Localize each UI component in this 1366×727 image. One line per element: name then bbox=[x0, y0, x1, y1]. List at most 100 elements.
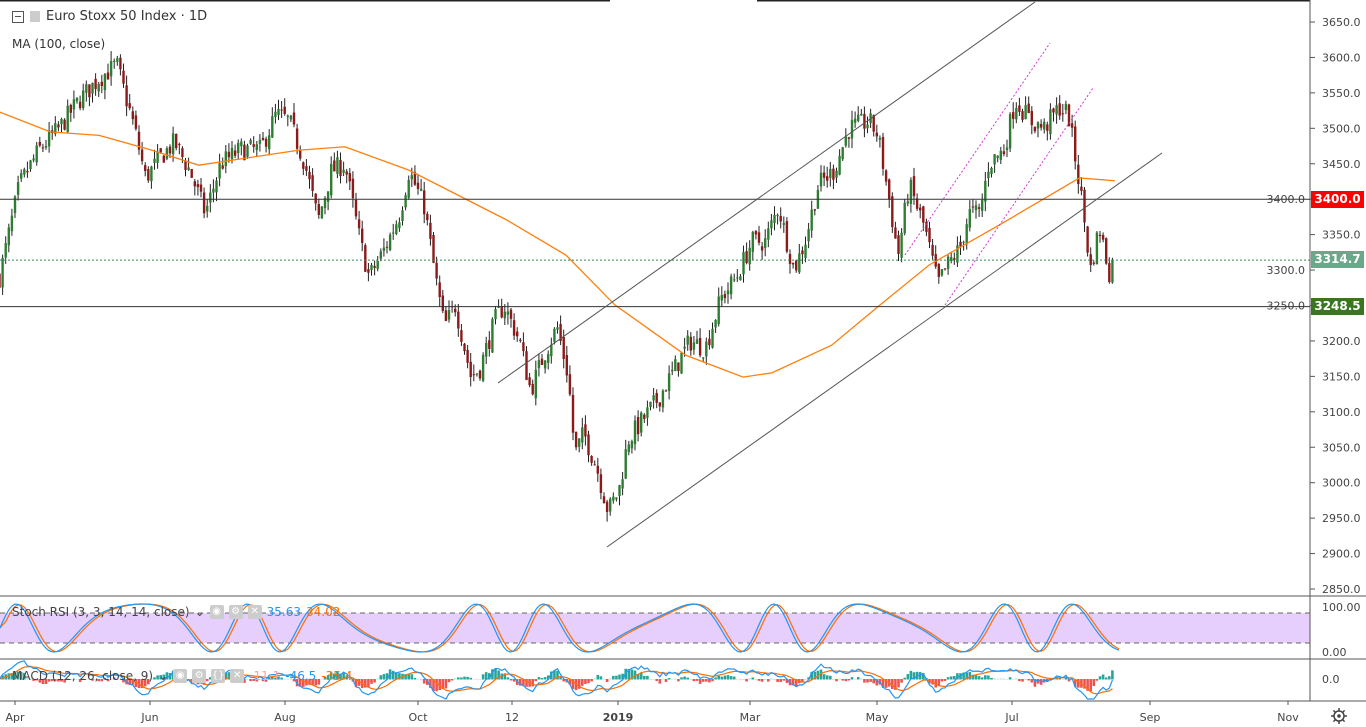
flag-icon[interactable] bbox=[30, 11, 40, 22]
macd-hist-bar bbox=[1, 675, 4, 680]
candle-body bbox=[819, 172, 823, 187]
macd-hist-bar bbox=[317, 679, 321, 685]
candle-body bbox=[872, 114, 875, 132]
candle-body bbox=[680, 352, 683, 374]
candle-body bbox=[609, 498, 612, 512]
candle-body bbox=[698, 337, 702, 356]
macd-hist-bar bbox=[658, 679, 662, 684]
macd-hist-bar bbox=[165, 672, 169, 680]
macd-hist-bar bbox=[714, 677, 717, 680]
y-tick-label: 3200.0 bbox=[1322, 335, 1361, 348]
candle-body bbox=[674, 359, 677, 371]
candle-body bbox=[23, 169, 26, 175]
macd-hist-bar bbox=[509, 679, 513, 681]
x-tick-label: 2019 bbox=[603, 711, 634, 724]
candle-body bbox=[209, 192, 212, 203]
candle-body bbox=[1018, 105, 1021, 112]
macd-hist-bar bbox=[249, 679, 252, 682]
macd-hist-bar bbox=[50, 679, 54, 682]
gear-icon[interactable]: ⚙ bbox=[192, 669, 207, 683]
candle-body bbox=[720, 295, 724, 301]
macd-hist-bar bbox=[88, 679, 91, 680]
candle-body bbox=[974, 205, 978, 211]
candle-body bbox=[550, 344, 553, 357]
macd-hist-bar bbox=[116, 679, 119, 680]
y-tick-label: 3050.0 bbox=[1322, 441, 1361, 454]
x-tick-label: Oct bbox=[408, 711, 428, 724]
gear-icon[interactable]: ⚙ bbox=[228, 605, 243, 619]
magenta-trendline-lower[interactable] bbox=[944, 87, 1094, 306]
macd-hist-bar bbox=[277, 676, 280, 680]
chevron-down-icon[interactable]: ⌄ bbox=[158, 669, 169, 683]
candle-body bbox=[175, 134, 178, 149]
channel-lower-trendline[interactable] bbox=[606, 152, 1163, 548]
stoch-label[interactable]: Stoch RSI (3, 3, 14, 14, close) bbox=[12, 605, 190, 619]
candle-body bbox=[481, 354, 485, 381]
macd-hist-bar bbox=[38, 679, 42, 683]
macd-hist-bar bbox=[646, 675, 649, 680]
candle-body bbox=[224, 151, 228, 167]
candle-body bbox=[1080, 186, 1083, 191]
candle-body bbox=[20, 173, 23, 179]
candle-body bbox=[16, 182, 20, 195]
macd-hist-bar bbox=[546, 675, 550, 680]
candle-body bbox=[729, 276, 733, 295]
candle-body bbox=[314, 193, 317, 204]
candle-body bbox=[894, 227, 897, 239]
macd-hist-bar bbox=[922, 673, 925, 680]
candle-body bbox=[788, 253, 792, 264]
close-icon[interactable]: ✕ bbox=[230, 669, 245, 683]
close-icon[interactable]: ✕ bbox=[247, 605, 262, 619]
macd-hist-bar bbox=[537, 677, 541, 680]
settings-gear-icon[interactable] bbox=[1331, 708, 1347, 724]
stoch-d-line bbox=[0, 603, 1120, 653]
eye-icon[interactable]: ◉ bbox=[173, 669, 188, 683]
macd-hist-bar bbox=[559, 677, 562, 680]
macd-hist-bar bbox=[829, 675, 832, 680]
macd-hist-bar bbox=[7, 673, 11, 680]
macd-label[interactable]: MACD (12, 26, close, 9) bbox=[12, 669, 154, 683]
candle-body bbox=[615, 497, 618, 500]
macd-hist-bar bbox=[503, 673, 507, 680]
macd-hist-bar bbox=[171, 670, 175, 680]
collapse-icon[interactable] bbox=[12, 10, 24, 23]
price-axis[interactable]: 3650.0 3600.0 3550.0 3500.0 3450.0 3400.0 3350… bbox=[1267, 16, 1361, 596]
candle-body bbox=[934, 254, 937, 267]
macd-hist-bar bbox=[770, 678, 773, 680]
candle-body bbox=[909, 179, 913, 204]
candle-body bbox=[342, 169, 345, 173]
macd-hist-bar bbox=[608, 678, 612, 680]
macd-hist-bar bbox=[85, 678, 88, 680]
macd-hist-bar bbox=[122, 679, 125, 683]
magenta-trendline-upper[interactable] bbox=[904, 42, 1051, 256]
candle-body bbox=[723, 294, 727, 299]
candle-body bbox=[447, 310, 451, 320]
eye-icon[interactable]: ◉ bbox=[209, 605, 224, 619]
candle-body bbox=[469, 361, 472, 378]
candle-body bbox=[475, 373, 479, 375]
ma-100-line bbox=[0, 111, 1115, 378]
macd-hist-bar bbox=[596, 674, 600, 680]
ma-legend[interactable]: MA (100, close) bbox=[12, 37, 106, 51]
source-code-icon[interactable]: {} bbox=[211, 669, 226, 683]
macd-hist-bar bbox=[333, 673, 336, 680]
candle-body bbox=[956, 245, 959, 263]
candle-body bbox=[1077, 164, 1080, 184]
macd-hist-bar bbox=[475, 679, 479, 680]
candle-body bbox=[271, 116, 274, 138]
macd-hist-bar bbox=[246, 679, 249, 680]
candle-body bbox=[996, 155, 999, 159]
candle-body bbox=[522, 342, 525, 351]
time-axis[interactable]: Apr Jun Aug Oct 12 2019 Mar May Jul Sep Nov bbox=[5, 701, 1299, 724]
macd-hist-bar bbox=[54, 679, 57, 682]
candle-body bbox=[593, 464, 596, 466]
chevron-down-icon[interactable]: ⌄ bbox=[194, 605, 205, 619]
y-tick-label: 2900.0 bbox=[1322, 548, 1361, 561]
candle-body bbox=[1049, 109, 1052, 135]
channel-upper-trendline[interactable] bbox=[497, 1, 1036, 384]
macd-hist-bar bbox=[469, 677, 473, 680]
macd-hist-bar bbox=[481, 674, 485, 680]
macd-hist-bar bbox=[357, 679, 361, 686]
macd-hist-bar bbox=[571, 679, 575, 690]
